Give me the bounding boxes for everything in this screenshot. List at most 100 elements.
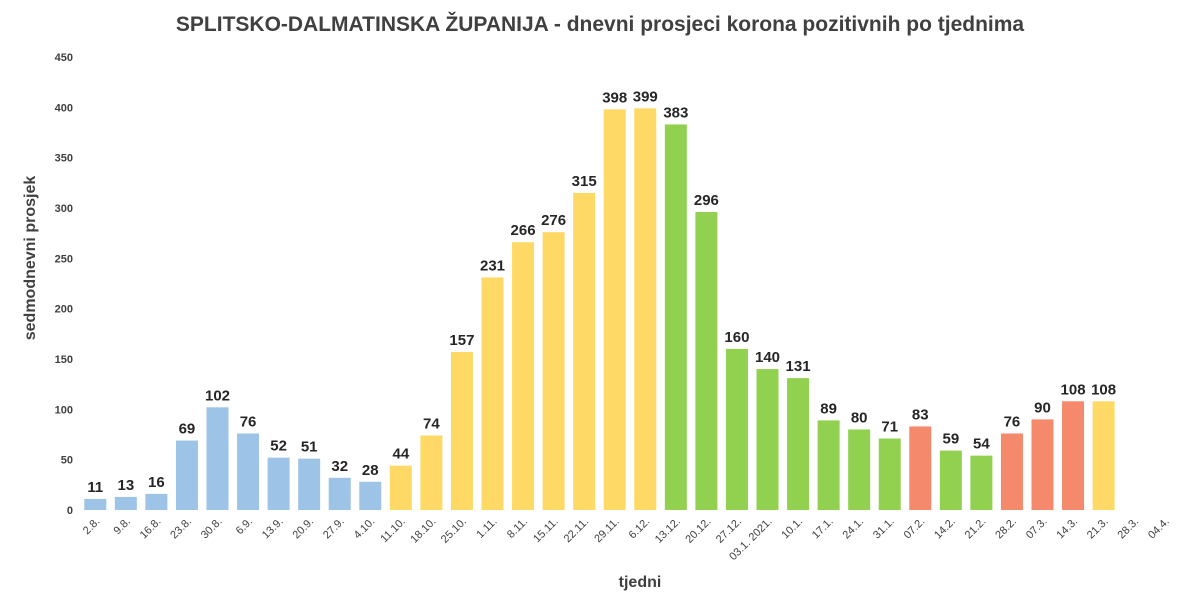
x-tick-label: 13.9. bbox=[260, 516, 286, 542]
x-tick-label: 28.2. bbox=[993, 516, 1019, 542]
bar bbox=[817, 420, 840, 510]
data-labels: 11 13 16 69 102 76 52 51 32 28 44 74 157 231 266 276 315… bbox=[87, 88, 1116, 496]
y-tick-label: 50 bbox=[61, 455, 73, 467]
data-label: 51 bbox=[301, 439, 318, 456]
x-tick-label: 07.3. bbox=[1024, 516, 1050, 542]
bar bbox=[359, 481, 382, 510]
x-tick-label: 14.3. bbox=[1054, 516, 1080, 542]
y-tick-label: 450 bbox=[55, 52, 73, 64]
bar bbox=[787, 378, 810, 510]
chart-title: SPLITSKO-DALMATINSKA ŽUPANIJA - dnevni p… bbox=[176, 12, 1025, 36]
y-tick-label: 100 bbox=[55, 404, 73, 416]
bar bbox=[298, 458, 321, 510]
x-tick-label: 23.8. bbox=[168, 516, 194, 542]
x-tick-label: 20.9. bbox=[291, 516, 317, 542]
bar bbox=[1092, 401, 1115, 510]
bar bbox=[481, 277, 504, 510]
x-tick-label: 6.12. bbox=[627, 516, 653, 542]
y-axis-label: sedmodnevni prosjek bbox=[22, 176, 39, 341]
x-tick-label: 07.2. bbox=[902, 516, 928, 542]
bar bbox=[848, 429, 871, 510]
bar bbox=[267, 457, 290, 510]
data-label: 296 bbox=[694, 192, 719, 209]
bar bbox=[206, 407, 229, 510]
bar bbox=[328, 477, 351, 510]
bar bbox=[725, 348, 748, 510]
y-tick-label: 350 bbox=[55, 153, 73, 165]
data-label: 11 bbox=[87, 479, 103, 496]
data-label: 76 bbox=[240, 413, 257, 430]
data-label: 13 bbox=[117, 477, 134, 494]
y-tick-label: 250 bbox=[55, 253, 73, 265]
bar bbox=[695, 212, 718, 510]
bar bbox=[512, 242, 535, 510]
data-label: 383 bbox=[663, 104, 688, 121]
x-tick-label: 25.10. bbox=[439, 516, 469, 546]
bar bbox=[878, 438, 901, 510]
data-label: 16 bbox=[148, 474, 165, 491]
x-tick-label: 28.3. bbox=[1116, 516, 1142, 542]
data-label: 276 bbox=[541, 212, 566, 229]
x-axis: 2.8. 9.8. 16.8. 23.8. 30.8. 6.9. 13.9. 20.9. 27.… bbox=[81, 516, 1172, 563]
x-tick-label: 30.8. bbox=[199, 516, 225, 542]
data-label: 52 bbox=[270, 438, 287, 455]
x-tick-label: 04.4. bbox=[1146, 516, 1172, 542]
data-label: 83 bbox=[912, 406, 929, 423]
bar bbox=[970, 455, 993, 510]
x-tick-label: 9.8. bbox=[111, 516, 132, 537]
bar bbox=[756, 369, 779, 510]
bar bbox=[664, 124, 687, 511]
bar bbox=[573, 192, 596, 510]
x-tick-label: 18.10. bbox=[408, 516, 438, 546]
data-label: 74 bbox=[423, 416, 440, 433]
bar bbox=[237, 433, 260, 510]
bars bbox=[84, 108, 1115, 511]
x-tick-label: 13.12. bbox=[653, 516, 683, 546]
bar bbox=[939, 450, 962, 510]
data-label: 140 bbox=[755, 349, 780, 366]
x-tick-label: 31.1. bbox=[871, 516, 897, 542]
data-label: 76 bbox=[1004, 413, 1021, 430]
x-tick-label: 10.1. bbox=[779, 516, 805, 542]
x-tick-label: 1.11. bbox=[474, 516, 499, 541]
data-label: 32 bbox=[331, 458, 348, 475]
data-label: 80 bbox=[851, 409, 868, 426]
x-tick-label: 29.11. bbox=[592, 516, 622, 546]
bar bbox=[634, 108, 657, 510]
x-tick-label: 11.10. bbox=[378, 516, 408, 546]
y-axis: 0 50 100 150 200 250 300 350 400 450 bbox=[55, 52, 73, 517]
data-label: 160 bbox=[724, 329, 749, 346]
y-tick-label: 150 bbox=[55, 354, 73, 366]
data-label: 89 bbox=[820, 400, 837, 417]
data-label: 399 bbox=[633, 88, 658, 105]
data-label: 108 bbox=[1091, 381, 1116, 398]
x-tick-label: 8.11. bbox=[505, 516, 530, 541]
x-tick-label: 21.2. bbox=[963, 516, 989, 542]
x-tick-label: 24.1. bbox=[841, 516, 867, 542]
data-label: 398 bbox=[602, 89, 627, 106]
data-label: 231 bbox=[480, 257, 505, 274]
bar bbox=[114, 496, 137, 510]
data-label: 108 bbox=[1061, 381, 1086, 398]
data-label: 69 bbox=[179, 421, 196, 438]
data-label: 71 bbox=[881, 419, 898, 436]
bar bbox=[1031, 419, 1054, 510]
y-tick-label: 400 bbox=[55, 102, 73, 114]
data-label: 44 bbox=[392, 446, 409, 463]
bar bbox=[603, 109, 626, 510]
x-tick-label: 20.12. bbox=[683, 516, 713, 546]
data-label: 28 bbox=[362, 462, 379, 479]
data-label: 315 bbox=[572, 173, 597, 190]
x-tick-label: 21.3. bbox=[1085, 516, 1111, 542]
x-tick-label: 17.1. bbox=[810, 516, 836, 542]
y-tick-label: 200 bbox=[55, 304, 73, 316]
data-label: 59 bbox=[942, 431, 959, 448]
bar bbox=[145, 493, 168, 510]
x-tick-label: 6.9. bbox=[234, 516, 255, 537]
data-label: 131 bbox=[786, 358, 811, 375]
x-tick-label: 27.9. bbox=[321, 516, 347, 542]
bar bbox=[450, 351, 473, 510]
bar bbox=[1000, 433, 1023, 510]
